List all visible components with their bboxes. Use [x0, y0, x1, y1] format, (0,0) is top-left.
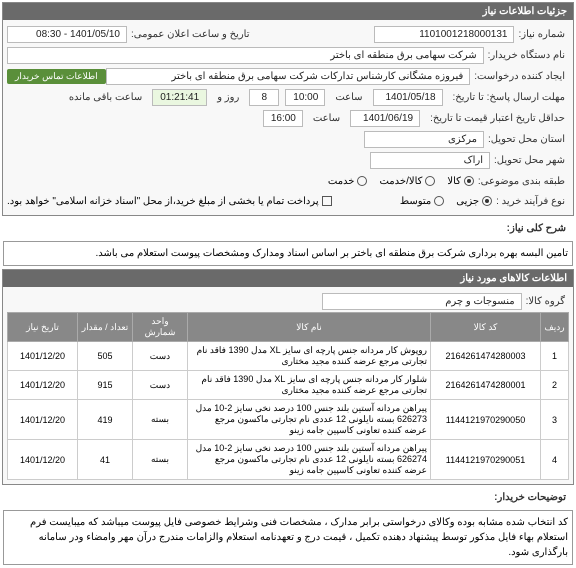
goods-service-group: کالا کالا/خدمت خدمت — [328, 176, 474, 187]
service2-label: خدمت — [328, 176, 355, 187]
province-value: مرکزی — [364, 131, 484, 148]
radio-goods[interactable]: کالا — [447, 176, 474, 187]
payment-check[interactable]: پرداخت تمام یا بخشی از مبلغ خرید،از محل … — [7, 196, 332, 207]
contact-badge[interactable]: اطلاعات تماس خریدار — [7, 69, 106, 84]
deadline-time-label: ساعت — [331, 92, 366, 103]
need-info-header: جزئیات اطلاعات نیاز — [3, 3, 573, 20]
buy-part-label: متوسط — [400, 196, 431, 207]
table-cell: 1401/12/20 — [8, 371, 78, 400]
th-num: ردیف — [541, 313, 569, 342]
need-info-panel: جزئیات اطلاعات نیاز شماره نیاز: 11010012… — [2, 2, 574, 216]
table-cell: 2164261474280003 — [431, 342, 541, 371]
validity-label: حداقل تاریخ اعتبار قیمت تا تاریخ: — [426, 113, 569, 124]
buyer-org-label: نام دستگاه خریدار: — [484, 50, 569, 61]
table-cell: 2 — [541, 371, 569, 400]
remain-value: 01:21:41 — [152, 89, 207, 106]
remain-label: ساعت باقی مانده — [65, 92, 146, 103]
table-row: 12164261474280003روپوش کار مردانه جنس پا… — [8, 342, 569, 371]
table-cell: شلوار کار مردانه جنس پارچه ای سایز XL مد… — [188, 371, 431, 400]
goods-panel: اطلاعات کالاهای مورد نیاز گروه کالا: منس… — [2, 269, 574, 485]
payment-note: پرداخت تمام یا بخشی از مبلغ خرید،از محل … — [7, 196, 319, 207]
table-cell: روپوش کار مردانه جنس پارچه ای سایز XL مد… — [188, 342, 431, 371]
table-cell: دست — [133, 342, 188, 371]
group-value: منسوجات و چرم — [322, 293, 522, 310]
validity-date: 1401/06/19 — [350, 110, 420, 127]
need-description: تامین البسه بهره برداری شرکت برق منطقه ا… — [3, 241, 573, 266]
table-cell: 1401/12/20 — [8, 440, 78, 480]
days-value: 8 — [249, 89, 279, 106]
th-code: کد کالا — [431, 313, 541, 342]
table-cell: پیراهن مردانه آستین بلند جنس 100 درصد نخ… — [188, 400, 431, 440]
creator-value: فیروزه مشگانی کارشناس تدارکات شرکت سهامی… — [106, 68, 471, 85]
goods-label: کالا — [447, 176, 461, 187]
table-cell: 1401/12/20 — [8, 342, 78, 371]
city-value: اراک — [370, 152, 490, 169]
table-row: 22164261474280001شلوار کار مردانه جنس پا… — [8, 371, 569, 400]
announce-value: 1401/05/10 - 08:30 — [7, 26, 127, 43]
table-cell: 1 — [541, 342, 569, 371]
radio-buy-part[interactable]: جزیی — [456, 196, 492, 207]
radio-dot-icon — [434, 196, 444, 206]
th-date: تاریخ نیاز — [8, 313, 78, 342]
radio-buy-medium[interactable]: متوسط — [400, 196, 444, 207]
table-cell: پیراهن مردانه آستین بلند جنس 100 درصد نخ… — [188, 440, 431, 480]
group-label: گروه کالا: — [522, 296, 569, 307]
checkbox-icon — [322, 196, 332, 206]
creator-label: ایجاد کننده درخواست: — [470, 71, 569, 82]
table-header-row: ردیف کد کالا نام کالا واحد شمارش تعداد /… — [8, 313, 569, 342]
buy-type-label: نوع فرآیند خرید : — [492, 196, 569, 207]
need-number-label: شماره نیاز: — [514, 29, 569, 40]
radio-dot-icon — [357, 176, 367, 186]
table-cell: 915 — [78, 371, 133, 400]
radio-service[interactable]: خدمت — [328, 176, 368, 187]
deadline-label: مهلت ارسال پاسخ: تا تاریخ: — [449, 92, 569, 103]
buy-type-group: جزیی متوسط — [400, 196, 492, 207]
table-cell: بسته — [133, 400, 188, 440]
table-cell: 419 — [78, 400, 133, 440]
table-cell: بسته — [133, 440, 188, 480]
goods-service-label: طبقه بندی موضوعی: — [474, 176, 569, 187]
deadline-time: 10:00 — [285, 89, 325, 106]
table-cell: 41 — [78, 440, 133, 480]
radio-dot-icon — [482, 196, 492, 206]
buy-all-label: جزیی — [456, 196, 479, 207]
table-cell: 1144121970290051 — [431, 440, 541, 480]
th-name: نام کالا — [188, 313, 431, 342]
province-label: استان محل تحویل: — [484, 134, 569, 145]
radio-goods-service[interactable]: کالا/خدمت — [379, 176, 435, 187]
buyer-org-value: شرکت سهامی برق منطقه ای باختر — [7, 47, 484, 64]
goods-table: ردیف کد کالا نام کالا واحد شمارش تعداد /… — [7, 312, 569, 480]
deadline-date: 1401/05/18 — [373, 89, 443, 106]
buyer-notes-label: توضیحات خریدار: — [490, 492, 570, 503]
need-number-value: 1101001218000131 — [374, 26, 514, 43]
radio-dot-icon — [464, 176, 474, 186]
desc-label: شرح کلی نیاز: — [503, 223, 570, 234]
table-row: 41144121970290051پیراهن مردانه آستین بلن… — [8, 440, 569, 480]
service-label: کالا/خدمت — [379, 176, 422, 187]
days-label: روز و — [213, 92, 243, 103]
table-cell: 1401/12/20 — [8, 400, 78, 440]
table-cell: 1144121970290050 — [431, 400, 541, 440]
goods-panel-header: اطلاعات کالاهای مورد نیاز — [3, 270, 573, 287]
table-row: 31144121970290050پیراهن مردانه آستین بلن… — [8, 400, 569, 440]
th-unit: واحد شمارش — [133, 313, 188, 342]
radio-dot-icon — [425, 176, 435, 186]
table-cell: 4 — [541, 440, 569, 480]
th-qty: تعداد / مقدار — [78, 313, 133, 342]
table-cell: دست — [133, 371, 188, 400]
city-label: شهر محل تحویل: — [490, 155, 569, 166]
validity-time: 16:00 — [263, 110, 303, 127]
table-cell: 3 — [541, 400, 569, 440]
announce-label: تاریخ و ساعت اعلان عمومی: — [127, 29, 254, 40]
table-cell: 2164261474280001 — [431, 371, 541, 400]
validity-time-label: ساعت — [309, 113, 344, 124]
table-cell: 505 — [78, 342, 133, 371]
